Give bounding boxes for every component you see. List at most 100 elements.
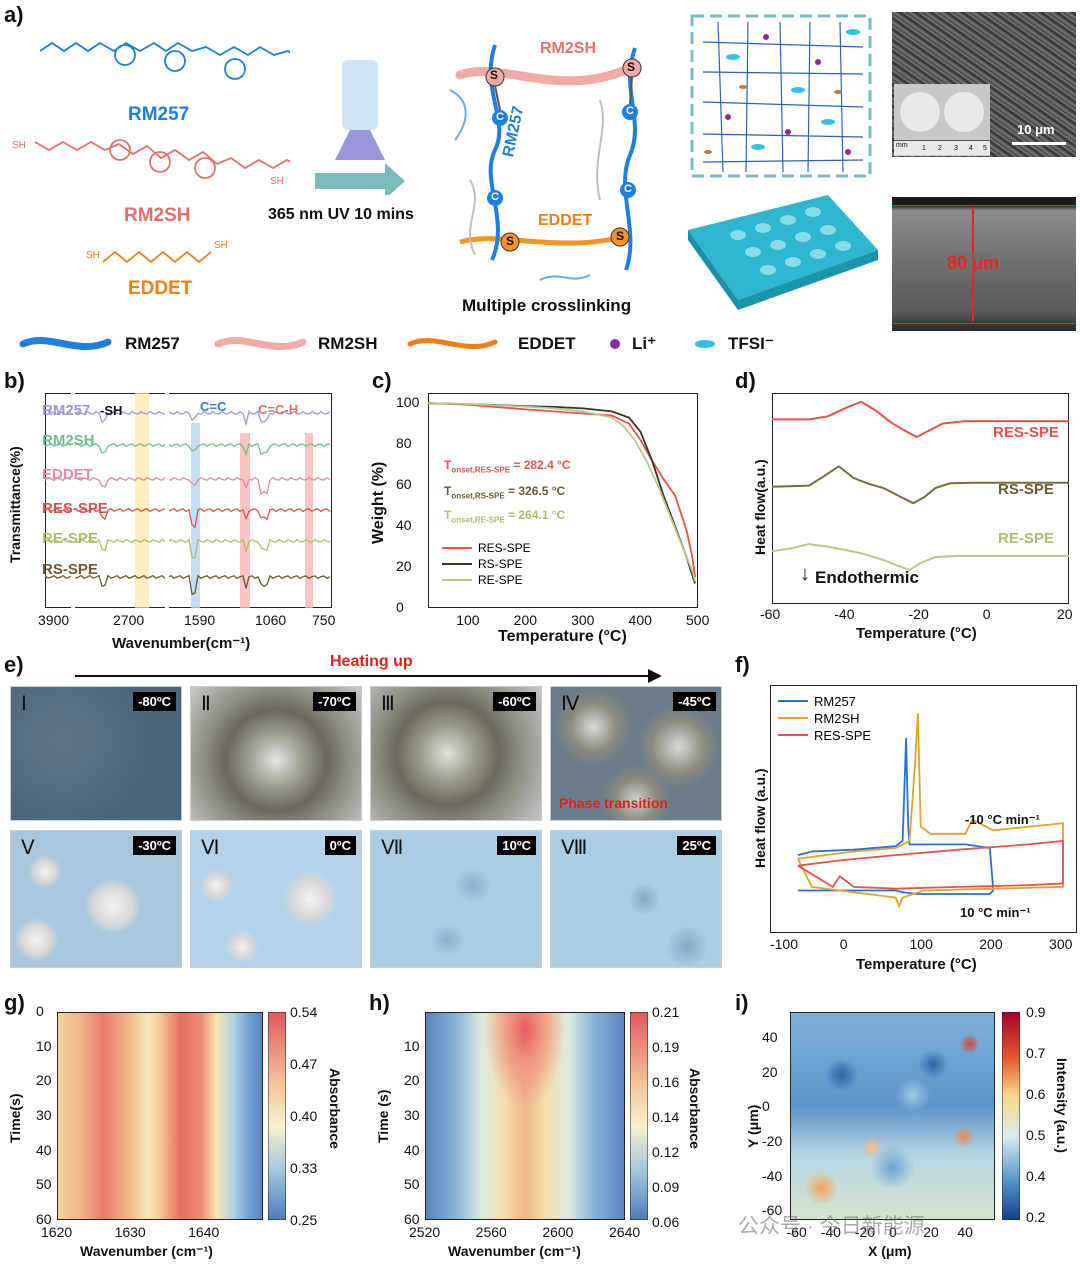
micrograph-6: Ⅵ 0ºC [190, 830, 362, 968]
ftir-ylabel: Transmittance(%) [7, 446, 23, 563]
legend-rm257: RM257 [125, 334, 180, 353]
g-xtick: 1620 [41, 1224, 73, 1240]
panel-label-c: c) [372, 368, 392, 393]
i-ylabel: Y (μm) [745, 1104, 761, 1148]
h-cbtick: 0.14 [652, 1109, 680, 1125]
h-cb-label: Absorbance [687, 1068, 703, 1149]
h-cbtick: 0.21 [652, 1004, 680, 1020]
micrograph-2-num: Ⅱ [201, 693, 211, 715]
i-xtick: 40 [957, 1224, 973, 1240]
legend-rm2sh: RM2SH [318, 334, 378, 353]
dsc-cycle-chart: RM257 RM2SH RES-SPE [778, 694, 1064, 909]
ruler-tick-2: 2 [938, 145, 942, 152]
g-ytick: 30 [36, 1107, 52, 1123]
rm2sh-sh-right: SH [270, 176, 284, 187]
g-xtick: 1630 [114, 1224, 146, 1240]
micrograph-3: Ⅲ -60ºC [370, 686, 542, 821]
h-ytick: 60 [404, 1211, 420, 1227]
ftir-series-label-rm2sh: RM2SH [42, 432, 95, 449]
micrograph-3-temp: -60ºC [493, 692, 536, 711]
ftir-chart [45, 393, 331, 608]
g-heatmap [57, 1012, 263, 1220]
dsc-xtick: 0 [982, 606, 991, 622]
rm257-structure [39, 41, 290, 80]
eddet-sh-right: SH [214, 240, 228, 251]
micrograph-6-temp: 0ºC [324, 836, 356, 855]
rm2sh-name: RM2SH [124, 205, 191, 226]
i-xtick: -60 [786, 1224, 807, 1240]
i-ytick: 0 [762, 1098, 770, 1115]
tga-chart: RES-SPE RS-SPE RE-SPE [428, 402, 696, 587]
tga-annot-2-sub: onset,RS-SPE [451, 491, 505, 501]
f-xtick: 300 [1049, 936, 1073, 952]
i-xlabel: X (μm) [868, 1243, 912, 1259]
legend-eddet: EDDET [518, 334, 576, 353]
micrograph-1-temp: -80ºC [133, 692, 176, 711]
dsc-xtick: 20 [1057, 606, 1073, 622]
h-ytick: 50 [404, 1176, 420, 1193]
cross-bottom-line [892, 323, 1076, 324]
micrograph-7-num: Ⅶ [381, 837, 404, 859]
h-xtick: 2640 [609, 1224, 641, 1240]
i-ytick: -20 [762, 1133, 783, 1149]
uv-lamp-icon [315, 60, 405, 195]
i-xtick: 20 [923, 1224, 939, 1240]
f-annot-heat: 10 °C min⁻¹ [960, 905, 1031, 920]
i-cb-label: Intensity (a.u.) [1054, 1058, 1070, 1153]
h-xtick: 2600 [542, 1224, 574, 1240]
h-ytick: 10 [404, 1037, 420, 1054]
ruler: mm 1 2 3 4 5 [894, 140, 990, 155]
net-label-eddet: EDDET [538, 212, 593, 229]
eddet-sh-left: SH [86, 250, 100, 261]
ruler-tick-5: 5 [983, 145, 987, 152]
tga-xtick: 100 [456, 612, 480, 628]
g-ytick: 0 [36, 1003, 44, 1019]
ruler-tick-4: 4 [969, 145, 973, 152]
f-line-rm2sh [797, 713, 1064, 909]
panel-label-d: d) [735, 368, 756, 393]
h-cbtick: 0.16 [652, 1074, 680, 1090]
f-xtick: 200 [979, 936, 1003, 952]
tga-ytick: 80 [396, 435, 412, 452]
dsc-xtick: -20 [908, 606, 929, 622]
dsc-chart [772, 400, 1069, 572]
f-legend-label: RM257 [814, 694, 856, 709]
i-xtick: -20 [854, 1224, 876, 1240]
tga-line-res-spe [428, 402, 696, 578]
tga-annot-3: Tonset,RE-SPE = 264.1 °C [444, 508, 565, 524]
tga-ytick: 60 [396, 476, 412, 493]
phase-transition-label: Phase transition [559, 795, 668, 811]
dsc-cycle-plot-area [770, 685, 1077, 933]
film-photo: mm 1 2 3 4 5 [894, 84, 990, 156]
net-s-1: S [490, 68, 499, 82]
panel-label-a: a) [4, 2, 24, 27]
i-ytick: -60 [762, 1202, 783, 1219]
dsc-label-res: RES-SPE [993, 424, 1059, 441]
zoomed-network-schematic [690, 14, 872, 178]
dsc-plot-area [772, 393, 1069, 604]
h-ytick: 20 [404, 1072, 420, 1089]
panel-label-e: e) [4, 652, 24, 677]
net-label-rm2sh: RM2SH [540, 40, 597, 57]
tga-annot-2-t: T [444, 484, 452, 498]
h-ytick: 40 [404, 1141, 420, 1158]
h-cbtick: 0.06 [652, 1214, 680, 1230]
tga-annot-1: Tonset,RES-SPE = 282.4 °C [444, 458, 571, 474]
h-heatmap [425, 1012, 625, 1220]
legend-li: Li⁺ [632, 334, 657, 353]
ftir-xtick-5: 750 [312, 612, 336, 628]
panel-label-h: h) [369, 990, 390, 1015]
network-caption: Multiple crosslinking [462, 296, 632, 315]
panel-label-g: g) [4, 990, 25, 1015]
panel-label-i: i) [735, 990, 749, 1015]
net-s-4: S [616, 229, 625, 243]
f-annot-cool: -10 °C min⁻¹ [965, 812, 1040, 827]
ftir-series-label-rm257: RM257 [42, 402, 91, 419]
dsc-xlabel: Temperature (°C) [856, 625, 977, 642]
micrograph-8-num: Ⅷ [561, 837, 588, 859]
g-xtick: 1640 [188, 1224, 220, 1240]
i-cbtick: 0.2 [1026, 1209, 1046, 1225]
panel-label-b: b) [4, 368, 25, 393]
micrograph-5-temp: -30ºC [133, 836, 176, 855]
g-ylabel: Time(s) [7, 1093, 23, 1143]
